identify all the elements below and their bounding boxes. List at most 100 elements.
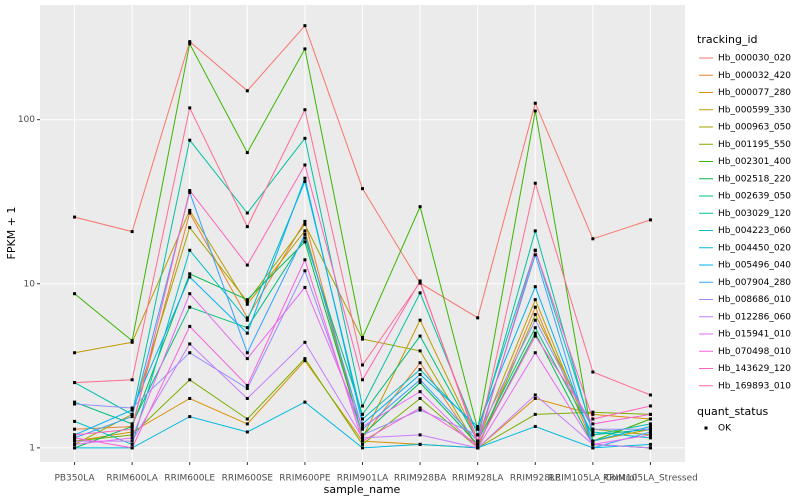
point [533, 298, 537, 302]
legend-label: Hb_169893_010 [718, 381, 791, 391]
point [303, 258, 307, 262]
point [188, 292, 192, 296]
legend-label: Hb_003029_120 [718, 209, 791, 219]
point [303, 232, 307, 236]
point [245, 331, 249, 335]
point [361, 433, 364, 437]
legend-label: Hb_004450_020 [718, 243, 791, 253]
point [361, 336, 364, 340]
point [73, 446, 77, 450]
point [303, 24, 307, 28]
point [188, 106, 192, 110]
point [476, 433, 480, 437]
point [188, 378, 192, 382]
point [130, 408, 134, 412]
point [245, 211, 249, 215]
point [648, 218, 652, 222]
point [648, 427, 652, 431]
point [188, 248, 192, 252]
point [533, 331, 537, 335]
point [418, 390, 422, 394]
point [361, 363, 364, 367]
point [245, 417, 249, 421]
point [130, 439, 134, 443]
point [303, 357, 307, 361]
point [361, 446, 364, 450]
point [533, 253, 537, 257]
y-tick-label: 10 [24, 279, 36, 289]
point [533, 424, 537, 428]
point [188, 211, 192, 215]
point [73, 381, 77, 385]
point [361, 378, 364, 382]
point [245, 326, 249, 330]
point-legend-title: quant_status [697, 405, 769, 418]
point [648, 417, 652, 421]
point [303, 180, 307, 184]
legend-label: Hb_143629_120 [718, 364, 791, 374]
legend-label: Hb_000599_330 [718, 105, 791, 115]
point [188, 396, 192, 400]
point [130, 442, 134, 446]
point [361, 337, 364, 341]
point [361, 422, 364, 426]
x-tick-label: RRIM600LA [106, 474, 158, 484]
point [648, 404, 652, 408]
point [418, 368, 422, 372]
point [188, 275, 192, 279]
point [418, 349, 422, 353]
point [73, 400, 77, 404]
point [188, 42, 192, 46]
legend-label: Hb_000077_280 [718, 88, 791, 98]
point [303, 236, 307, 240]
point [245, 318, 249, 322]
y-axis-label: FPKM + 1 [5, 207, 18, 260]
point [245, 225, 249, 229]
point [303, 359, 307, 363]
point [303, 176, 307, 180]
point [245, 151, 249, 155]
point [476, 424, 480, 428]
point [533, 229, 537, 233]
point [245, 263, 249, 267]
legend-label: Hb_007904_280 [718, 278, 791, 288]
point [303, 240, 307, 244]
point [418, 442, 422, 446]
x-tick-label: PB350LA [54, 474, 95, 484]
point [130, 230, 134, 234]
point [361, 412, 364, 416]
x-tick-label: RRIM105LA_Stressed [603, 474, 698, 484]
point [245, 430, 249, 434]
point [591, 442, 595, 446]
point [418, 406, 422, 410]
point [533, 109, 537, 113]
legend-label: Hb_015941_010 [718, 330, 791, 340]
point [245, 387, 249, 391]
point [648, 424, 652, 428]
point [361, 436, 364, 440]
point [591, 410, 595, 414]
point [130, 436, 134, 440]
legend-label: Hb_008686_010 [718, 295, 791, 305]
point [418, 372, 422, 376]
point [591, 427, 595, 431]
point [73, 442, 77, 446]
point [130, 412, 134, 416]
legend-point-key [704, 426, 708, 430]
point [533, 351, 537, 355]
point [418, 378, 422, 382]
point [303, 340, 307, 344]
point [648, 422, 652, 426]
legend-label: Hb_002518_220 [718, 174, 791, 184]
point [303, 400, 307, 404]
point [188, 351, 192, 355]
point [130, 446, 134, 450]
point [73, 427, 77, 431]
point [303, 47, 307, 51]
point [591, 412, 595, 416]
x-tick-label: RRIM928BA [394, 474, 447, 484]
point [418, 381, 422, 385]
point [303, 163, 307, 167]
point [648, 433, 652, 437]
point [648, 430, 652, 434]
